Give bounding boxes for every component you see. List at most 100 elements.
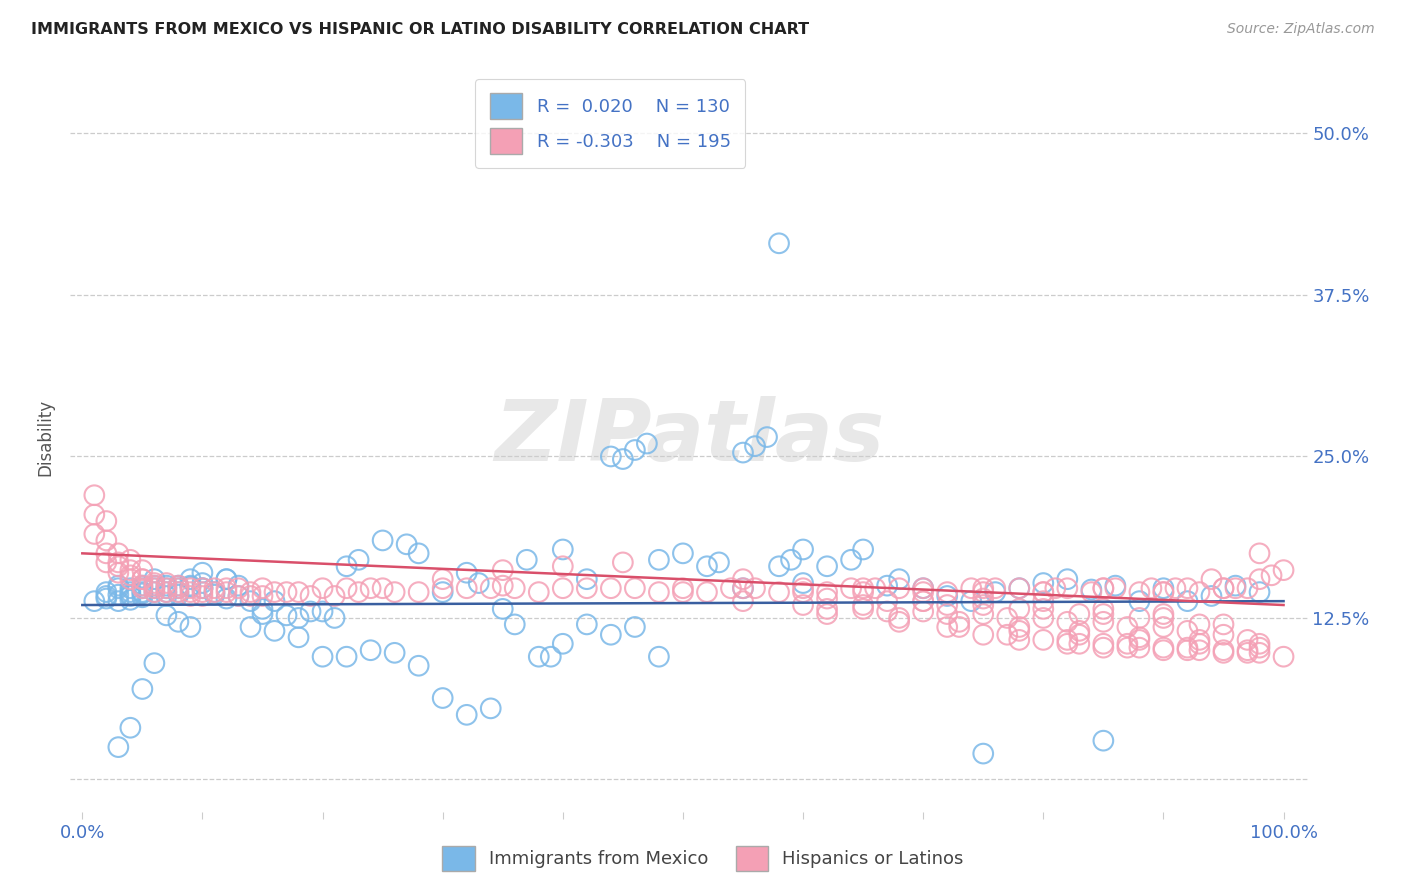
Point (83, 488, 105, 502)
Point (83, 508, 105, 522)
Point (1152, 585, 1174, 599)
Point (239, 585, 262, 599)
Point (215, 581, 238, 595)
Point (1045, 581, 1067, 595)
Point (1128, 594, 1150, 608)
Point (191, 585, 214, 599)
Point (1032, 576, 1054, 591)
Legend: Immigrants from Mexico, Hispanics or Latinos: Immigrants from Mexico, Hispanics or Lat… (434, 838, 972, 879)
Point (204, 588, 226, 602)
Point (336, 559, 359, 574)
Point (456, 566, 478, 580)
Point (179, 572, 201, 586)
Point (155, 608, 177, 623)
Point (815, 602, 838, 616)
Point (1128, 632, 1150, 647)
Point (336, 649, 359, 664)
Point (936, 598, 959, 612)
Point (1092, 637, 1115, 651)
Point (1092, 615, 1115, 629)
Point (323, 589, 346, 603)
Point (1212, 628, 1234, 642)
Point (191, 581, 214, 595)
Point (889, 611, 911, 625)
Point (408, 585, 430, 599)
Point (731, 445, 754, 459)
Point (167, 615, 190, 629)
Point (612, 452, 634, 467)
Point (1212, 581, 1234, 595)
Point (107, 566, 129, 580)
Point (731, 572, 754, 586)
Point (228, 589, 250, 603)
Point (131, 591, 153, 605)
Point (948, 620, 970, 634)
Point (179, 585, 201, 599)
Text: ZIPatlas: ZIPatlas (494, 395, 884, 479)
Point (228, 589, 250, 603)
Point (744, 439, 766, 453)
Point (1212, 643, 1234, 657)
Point (456, 707, 478, 722)
Point (599, 450, 621, 464)
Point (1092, 581, 1115, 595)
Point (815, 585, 838, 599)
Point (131, 572, 153, 586)
Point (672, 581, 695, 595)
Point (1177, 640, 1199, 655)
Point (744, 581, 766, 595)
Point (143, 572, 166, 586)
Point (239, 589, 262, 603)
Point (1177, 624, 1199, 638)
Point (263, 594, 285, 608)
Point (228, 581, 250, 595)
Point (179, 620, 201, 634)
Point (912, 605, 935, 619)
Point (1201, 589, 1223, 603)
Point (155, 589, 177, 603)
Point (984, 585, 1007, 599)
Point (672, 546, 695, 560)
Point (972, 607, 994, 621)
Point (984, 581, 1007, 595)
Point (960, 594, 983, 608)
Point (1225, 579, 1247, 593)
Point (1212, 617, 1234, 632)
Point (551, 637, 574, 651)
Point (191, 581, 214, 595)
Point (492, 602, 515, 616)
Point (120, 585, 142, 599)
Point (1164, 581, 1187, 595)
Point (191, 581, 214, 595)
Point (287, 630, 309, 644)
Point (780, 553, 803, 567)
Point (239, 620, 262, 634)
Point (1080, 582, 1102, 597)
Point (96, 514, 118, 528)
Point (311, 605, 333, 619)
Point (408, 546, 430, 560)
Point (936, 620, 959, 634)
Point (155, 576, 177, 591)
Point (1177, 594, 1199, 608)
Point (1092, 607, 1115, 621)
Point (311, 581, 333, 595)
Point (575, 617, 598, 632)
Point (731, 594, 754, 608)
Point (1128, 630, 1150, 644)
Point (179, 579, 201, 593)
Point (1104, 579, 1126, 593)
Point (612, 555, 634, 569)
Point (143, 585, 166, 599)
Point (1236, 646, 1258, 660)
Legend: R =  0.020    N = 130, R = -0.303    N = 195: R = 0.020 N = 130, R = -0.303 N = 195 (475, 79, 745, 168)
Point (1008, 581, 1031, 595)
Point (239, 594, 262, 608)
Point (395, 537, 418, 551)
Point (1249, 585, 1271, 599)
Point (852, 598, 875, 612)
Point (551, 542, 574, 557)
Point (155, 585, 177, 599)
Point (479, 581, 502, 595)
Point (599, 581, 621, 595)
